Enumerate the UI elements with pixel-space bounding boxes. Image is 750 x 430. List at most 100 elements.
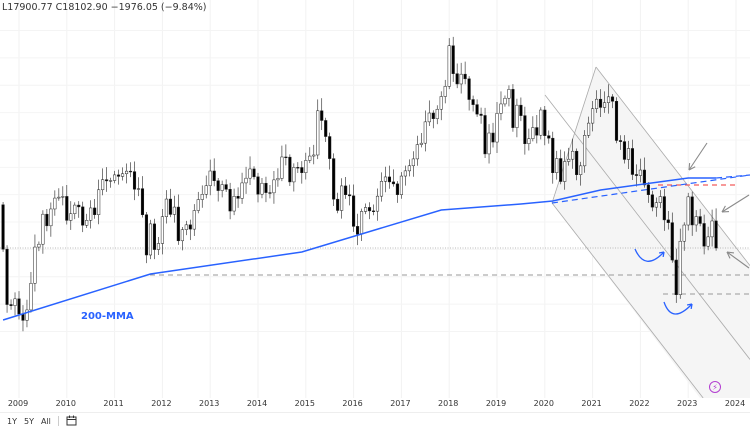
candle-down [666,219,670,223]
candle-down [523,115,527,144]
candle-up [260,182,264,195]
range-all-button[interactable]: All [40,416,51,426]
x-tick-label: 2011 [103,399,124,408]
candle-down [324,120,328,137]
candle-down [431,112,435,119]
candle-up [101,179,105,191]
candle-down [216,180,220,191]
candle-down [344,185,348,195]
calendar-goto-icon[interactable] [66,415,77,428]
candle-down [483,115,487,155]
candle-up [208,170,212,186]
x-tick-label: 2012 [151,399,172,408]
x-tick-label: 2024 [724,399,746,408]
x-tick-label: 2023 [677,399,698,408]
channel-top-line [595,66,750,266]
lightning-icon[interactable]: ⚡ [709,381,721,393]
trend-line-blue-dashed [551,174,750,204]
candle-down [288,156,292,183]
candle-down [575,150,579,175]
candle-up [156,243,160,250]
candle-down [212,170,216,181]
candle-down [714,220,718,249]
candle-up [579,165,583,175]
candle-up [164,198,168,217]
candle-down [132,171,137,190]
x-tick-label: 2021 [581,399,602,408]
annotation-arrow-icon [726,251,750,269]
candle-up [427,112,431,123]
candle-up [109,180,113,182]
candle-up [423,121,427,144]
range-1y-button[interactable]: 1Y [7,416,17,426]
candle-up [53,197,57,210]
candle-down [296,167,300,169]
candle-down [559,158,563,182]
candle-down [128,170,133,173]
candle-up [200,194,204,200]
candle-down [168,198,172,215]
x-tick-label: 2016 [342,399,363,408]
candle-down [451,45,455,74]
candle-down [614,101,619,141]
candle-down [352,195,356,227]
x-tick-label: 2017 [390,399,411,408]
candle-up [375,195,380,212]
candle-up [244,177,248,184]
candle-up [571,150,575,160]
candle-up [37,243,41,248]
curved-arrow-icon [663,301,693,315]
channel-fill [552,67,750,398]
candle-up [459,73,463,85]
candle-up [399,175,403,195]
candle-up [29,283,33,311]
legend-close: C18102.90 [55,2,108,13]
candle-up [364,207,368,212]
candle-down [320,110,324,121]
candle-down [547,135,551,139]
x-tick-label: 2022 [629,399,650,408]
candle-down [81,206,85,226]
candle-up [443,86,447,97]
candle-up [686,196,690,226]
candle-up [555,158,559,173]
candle-down [455,73,459,85]
price-chart[interactable] [0,0,750,398]
x-tick-label: 2009 [7,399,29,408]
candle-up [113,174,117,181]
candle-up [407,165,411,172]
candle-down [511,89,515,128]
candle-down [268,192,272,194]
candle-down [264,182,268,193]
candle-up [280,156,284,179]
candle-down [228,189,232,212]
x-tick-label: 2020 [533,399,554,408]
candle-down [256,176,260,195]
candle-down [144,214,149,256]
candle-up [583,135,587,167]
candle-up [531,127,535,139]
curved-arrow-icon [634,248,665,262]
candle-down [348,194,352,197]
range-5y-button[interactable]: 5Y [23,416,34,426]
candle-up [121,173,125,177]
candle-down [328,136,332,159]
candle-down [634,174,638,176]
candle-up [439,96,443,110]
candle-up [591,108,595,124]
candle-up [682,224,686,242]
candle-down [45,213,49,227]
candle-down [236,196,240,199]
candle-down [543,109,547,136]
candle-up [85,220,89,226]
candle-up [148,223,152,256]
candle-down [117,174,121,177]
candle-up [419,142,423,145]
candle-up [49,208,53,227]
candle-down [463,73,467,80]
candle-up [411,158,415,167]
candle-up [563,161,567,182]
time-axis[interactable]: 2009 2010 2011 2012 2013 2014 2015 2016 2017 2018… [0,398,750,413]
candle-up [603,102,607,108]
candle-up [435,108,439,119]
